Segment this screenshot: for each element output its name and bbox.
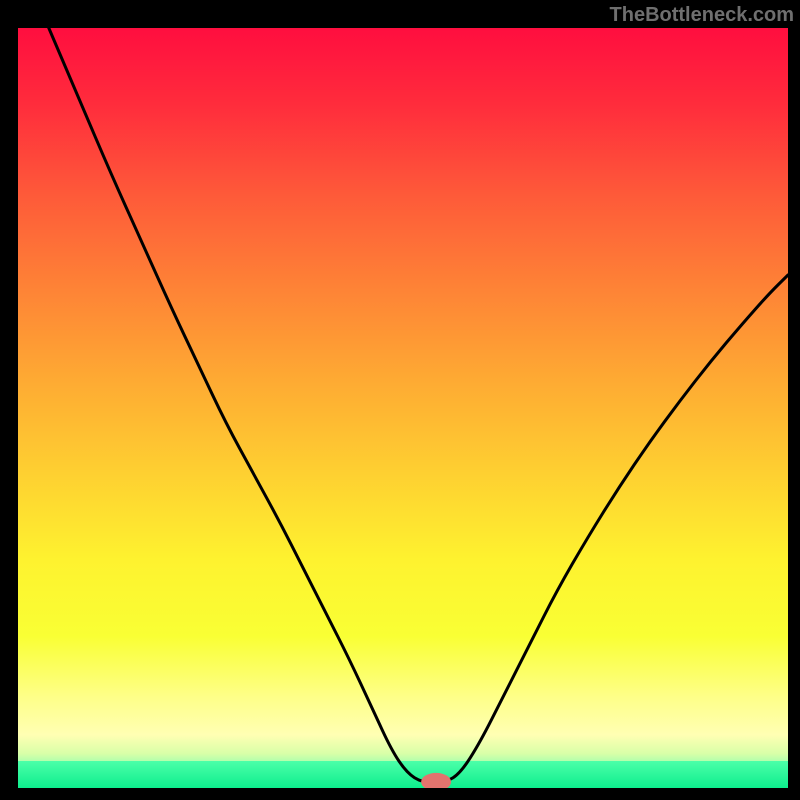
plot-border-left xyxy=(0,0,18,800)
plot-border-right xyxy=(788,0,800,800)
chart-stage: TheBottleneck.com xyxy=(0,0,800,800)
plot-green-band xyxy=(18,761,788,788)
watermark-text: TheBottleneck.com xyxy=(610,4,794,27)
plot-gradient-background xyxy=(18,28,788,788)
plot-border-bottom xyxy=(0,788,800,800)
